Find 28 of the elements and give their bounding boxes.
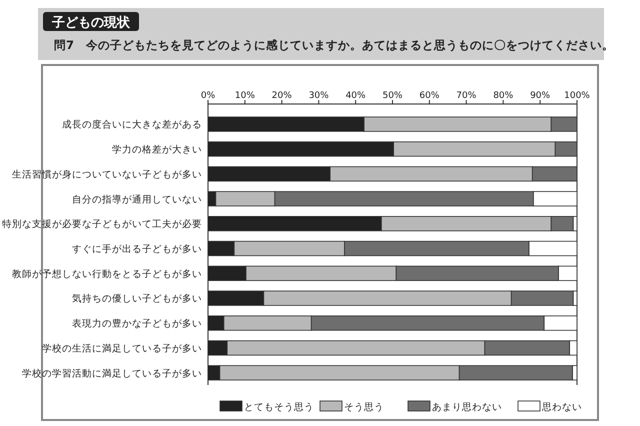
legend-label: 思わない <box>541 402 582 413</box>
y-tick-label: 学校の学習活動に満足している子が多い <box>22 367 202 380</box>
x-tick-label: 100% <box>564 91 590 101</box>
x-tick-label: 90% <box>530 91 551 101</box>
x-tick-label: 80% <box>493 91 514 101</box>
legend-label: そう思う <box>344 402 384 413</box>
text: 子どもの現状 <box>51 16 131 30</box>
y-tick-label: 自分の指導が通用していない <box>72 193 202 206</box>
x-tick-label: 30% <box>308 91 330 101</box>
y-tick-label: すぐに手が出る子どもが多い <box>72 243 202 255</box>
chart-subtitle: 問7 今の子どもたちを見てどのように感じていますか。あてはまると思うものに〇をつけてください。 <box>54 38 614 52</box>
x-tick-label: 60% <box>419 91 440 101</box>
x-tick-label: 40% <box>346 91 366 101</box>
legend-label: あまり思わない <box>432 402 502 413</box>
y-tick-label: 成長の度合いに大きな差がある <box>62 118 202 131</box>
y-tick-label: 学力の格差が大きい <box>112 144 202 156</box>
x-tick-label: 20% <box>272 91 292 101</box>
x-tick-label: 0% <box>200 91 216 101</box>
x-tick-label: 70% <box>456 91 477 101</box>
legend-label: とてもそう思う <box>244 402 314 413</box>
y-tick-label: 教師が予想しない行動をとる子どもが多い <box>12 268 202 280</box>
y-tick-label: 生活習慣が身についていない子どもが多い <box>12 168 202 180</box>
y-tick-label: 特別な支援が必要な子どもがいて工夫が必要 <box>2 218 202 230</box>
x-tick-label: 50% <box>382 91 403 101</box>
y-tick-label: 学校の生活に満足している子が多い <box>42 342 202 354</box>
x-tick-label: 10% <box>234 91 256 101</box>
y-tick-label: 気持ちの優しい子どもが多い <box>72 292 202 305</box>
y-tick-label: 表現力の豊かな子どもが多い <box>72 318 202 330</box>
